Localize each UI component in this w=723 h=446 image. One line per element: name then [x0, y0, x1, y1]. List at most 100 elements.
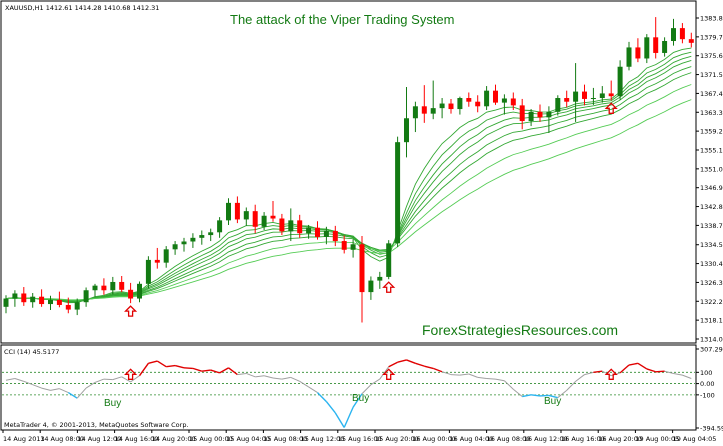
cci-segment: [237, 372, 247, 376]
price-panel[interactable]: [0, 0, 697, 344]
candle-body: [306, 227, 312, 234]
cci-segment: [361, 384, 372, 395]
cci-segment: [23, 380, 33, 386]
candle-body: [573, 91, 579, 102]
cci-segment: [281, 376, 291, 380]
cci-segment: [138, 362, 149, 377]
chart-title: The attack of the Viper Trading System: [230, 12, 455, 27]
cci-segment: [148, 360, 158, 365]
cci-segment: [317, 392, 327, 403]
time-tick-label: 14 Aug 2013: [3, 435, 45, 443]
candle-body: [528, 111, 534, 122]
price-tick-label: 1338.70: [700, 222, 723, 230]
cci-segment: [192, 367, 203, 372]
buy-label-2: Buy: [352, 393, 369, 404]
cci-segment: [210, 369, 220, 374]
cci-segment: [14, 378, 24, 382]
time-tick-label: 16 Aug 16:00: [561, 435, 605, 443]
price-tick-label: 1371.50: [700, 71, 723, 79]
cci-segment: [397, 359, 407, 363]
time-tick-label: 15 Aug 12:00: [301, 435, 345, 443]
price-tick-label: 1351.00: [700, 165, 723, 173]
cci-segment: [682, 374, 692, 379]
cci-segment: [388, 361, 398, 368]
candle-body: [261, 215, 267, 227]
candle-body: [555, 98, 561, 112]
candle-body: [510, 98, 516, 106]
candle-body: [448, 103, 454, 110]
cci-segment: [50, 388, 60, 391]
price-tick-label: 1334.50: [700, 241, 723, 249]
cci-segment: [85, 382, 96, 389]
cci-segment: [156, 360, 167, 368]
cci-segment: [103, 378, 113, 381]
cci-panel[interactable]: [0, 344, 697, 431]
candle-body: [688, 39, 694, 43]
time-tick-label: 15 Aug 08:00: [263, 435, 307, 443]
cci-segment: [352, 393, 363, 408]
cci-segment: [166, 364, 176, 368]
candle-body: [421, 106, 427, 114]
cci-segment: [504, 380, 514, 390]
candle-body: [475, 101, 481, 107]
footer-copyright: MetaTrader 4, © 2001-2013, MetaQuotes So…: [4, 421, 189, 429]
candle-body: [92, 285, 98, 291]
candle-body: [679, 28, 685, 40]
time-tick-label: 16 Aug 04:00: [449, 435, 493, 443]
cci-segment: [539, 394, 549, 397]
cci-segment: [619, 364, 630, 374]
candle-body: [3, 298, 9, 307]
cci-segment: [637, 362, 648, 370]
cci-tick-label: -100: [700, 391, 715, 399]
cci-segment: [406, 359, 416, 364]
candle-body: [395, 142, 401, 244]
candle-body: [208, 232, 214, 236]
time-tick-label: 14 Aug 16:00: [115, 435, 159, 443]
candle-body: [332, 230, 338, 242]
candle-body: [128, 289, 134, 299]
candle-body: [163, 249, 169, 263]
candle-body: [83, 290, 89, 303]
price-tick-label: 1383.80: [700, 15, 723, 23]
cci-segment: [201, 369, 211, 372]
candle-body: [359, 244, 365, 293]
candle-body: [190, 237, 196, 242]
cci-segment: [522, 394, 532, 398]
candle-body: [39, 296, 45, 305]
cci-segment: [263, 375, 274, 379]
price-tick-label: 1359.20: [700, 128, 723, 136]
candle-body: [101, 285, 107, 291]
candle-body: [21, 293, 27, 303]
cci-segment: [415, 362, 425, 367]
candle-body: [137, 283, 142, 299]
cci-segment: [477, 376, 487, 380]
cci-segment: [512, 388, 523, 397]
candle-body: [617, 66, 623, 97]
candle-body: [323, 230, 329, 237]
candle-body: [582, 91, 587, 99]
cci-segment: [290, 376, 300, 382]
cci-segment: [272, 377, 282, 380]
candle-body: [56, 299, 62, 305]
cci-segment: [94, 378, 105, 383]
candle-body: [350, 244, 356, 250]
time-tick-label: 15 Aug 16:00: [338, 435, 382, 443]
candle-body: [315, 227, 320, 237]
time-tick-label: 15 Aug 00:00: [189, 435, 233, 443]
candle-body: [234, 202, 240, 220]
cci-segment: [59, 388, 69, 394]
time-tick-label: 16 Aug 08:00: [487, 435, 531, 443]
candle-body: [65, 304, 71, 310]
buy-label-3: Buy: [544, 396, 561, 407]
cci-segment: [174, 364, 185, 369]
price-tick-label: 1330.40: [700, 260, 723, 268]
price-tick-label: 1346.90: [700, 184, 723, 192]
cci-segment: [308, 386, 318, 394]
price-tick-label: 1318.10: [700, 317, 723, 325]
candle-body: [493, 90, 498, 103]
cci-segment: [370, 378, 381, 386]
moving-averages-group: [5, 47, 692, 304]
buy-arrow-icon: [604, 102, 618, 114]
time-tick-label: 16 Aug 20:00: [598, 435, 642, 443]
